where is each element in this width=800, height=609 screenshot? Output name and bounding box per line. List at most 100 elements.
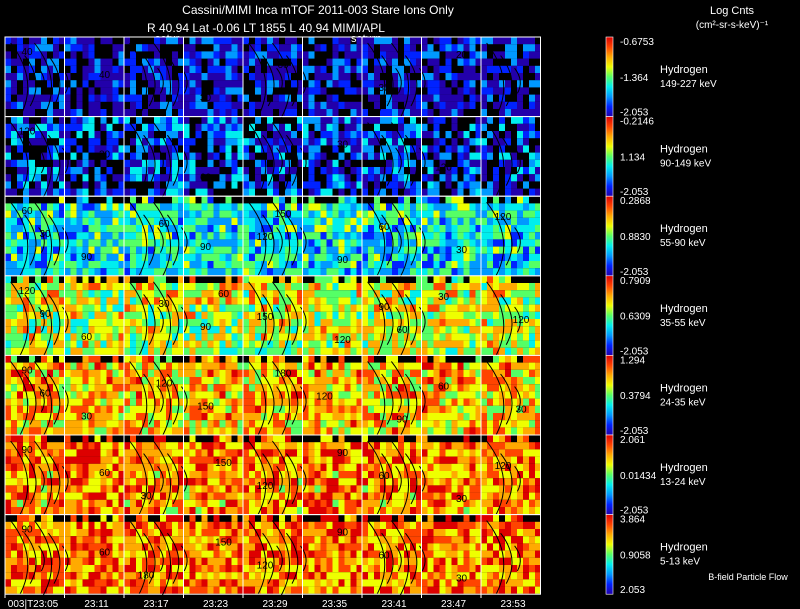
heatmap-pixel [279,427,285,435]
heatmap-pixel [172,37,178,45]
heatmap-pixel [523,319,529,327]
heatmap-pixel [463,44,470,52]
heatmap-pixel [279,123,285,131]
heatmap-pixel [433,239,440,247]
heatmap-pixel [291,384,297,392]
heatmap-pixel [362,311,368,319]
heatmap-pixel [493,413,499,421]
heatmap-pixel [302,413,309,421]
heatmap-pixel [267,225,273,233]
heatmap-pixel [255,326,261,334]
heatmap-pixel [297,384,302,392]
heatmap-pixel [5,391,11,399]
heatmap-pixel [130,94,136,102]
heatmap-pixel [332,210,339,218]
contour-line [143,373,156,425]
heatmap-pixel [285,51,291,59]
heatmap-pixel [380,246,386,254]
heatmap-pixel [142,210,148,218]
heatmap-pixel [29,65,35,73]
heatmap-pixel [76,232,83,240]
heatmap-pixel [421,297,428,305]
heatmap-pixel [64,304,71,312]
heatmap-pixel [356,398,362,406]
heatmap-pixel [273,449,279,457]
heatmap-pixel [76,413,83,421]
heatmap-pixel [493,225,499,233]
heatmap-pixel [112,80,119,88]
heatmap-pixel [279,275,285,283]
heatmap-pixel [517,203,523,211]
heatmap-pixel [112,275,119,283]
heatmap-pixel [469,340,476,348]
heatmap-pixel [368,73,374,81]
heatmap-pixel [5,232,11,240]
heatmap-pixel [189,181,196,189]
heatmap-pixel [332,80,339,88]
heatmap-pixel [338,290,345,298]
heatmap-pixel [106,131,113,139]
heatmap-pixel [445,225,452,233]
heatmap-pixel [267,203,273,211]
heatmap-pixel [41,253,47,261]
heatmap-pixel [136,442,142,450]
contour-line [48,214,61,266]
heatmap-pixel [487,145,493,153]
heatmap-pixel [445,311,452,319]
heatmap-pixel [261,159,267,167]
heatmap-pixel [225,362,232,370]
heatmap-pixel [433,167,440,175]
heatmap-pixel [112,131,119,139]
heatmap-pixel [207,239,214,247]
heatmap-pixel [231,405,238,413]
heatmap-pixel [136,427,142,435]
heatmap-pixel [451,138,458,146]
heatmap-pixel [94,485,101,493]
heatmap-pixel [451,225,458,233]
heatmap-pixel [475,167,481,175]
heatmap-pixel [350,116,357,124]
heatmap-pixel [154,232,160,240]
heatmap-pixel [47,347,53,355]
heatmap-pixel [398,297,404,305]
heatmap-pixel [231,159,238,167]
heatmap-pixel [237,101,243,109]
contour-line [276,306,283,333]
contour-label: 90 [39,309,51,320]
heatmap-pixel [505,246,511,254]
heatmap-pixel [338,196,345,204]
heatmap-pixel [124,145,130,153]
heatmap-cell-panel [272,195,363,279]
heatmap-pixel [529,261,535,269]
heatmap-pixel [410,413,416,421]
heatmap-pixel [219,239,226,247]
heatmap-pixel [112,384,119,392]
heatmap-pixel [308,239,315,247]
heatmap-pixel [76,456,83,464]
heatmap-pixel [219,319,226,327]
heatmap-pixel [445,65,452,73]
heatmap-pixel [457,420,464,428]
heatmap-pixel [267,398,273,406]
heatmap-pixel [362,109,368,117]
heatmap-pixel [255,246,261,254]
heatmap-pixel [11,232,17,240]
heatmap-pixel [380,239,386,247]
heatmap-pixel [517,138,523,146]
heatmap-pixel [82,283,89,291]
heatmap-pixel [297,362,302,370]
heatmap-pixel [338,246,345,254]
heatmap-pixel [398,196,404,204]
heatmap-pixel [237,116,243,124]
heatmap-pixel [285,232,291,240]
heatmap-pixel [398,333,404,341]
heatmap-pixel [463,138,470,146]
heatmap-pixel [136,138,142,146]
contour-line [272,122,291,199]
heatmap-pixel [326,275,333,283]
heatmap-pixel [178,478,183,486]
heatmap-pixel [326,58,333,66]
heatmap-cell-panel [153,434,244,517]
heatmap-pixel [195,326,202,334]
heatmap-pixel [100,478,107,486]
